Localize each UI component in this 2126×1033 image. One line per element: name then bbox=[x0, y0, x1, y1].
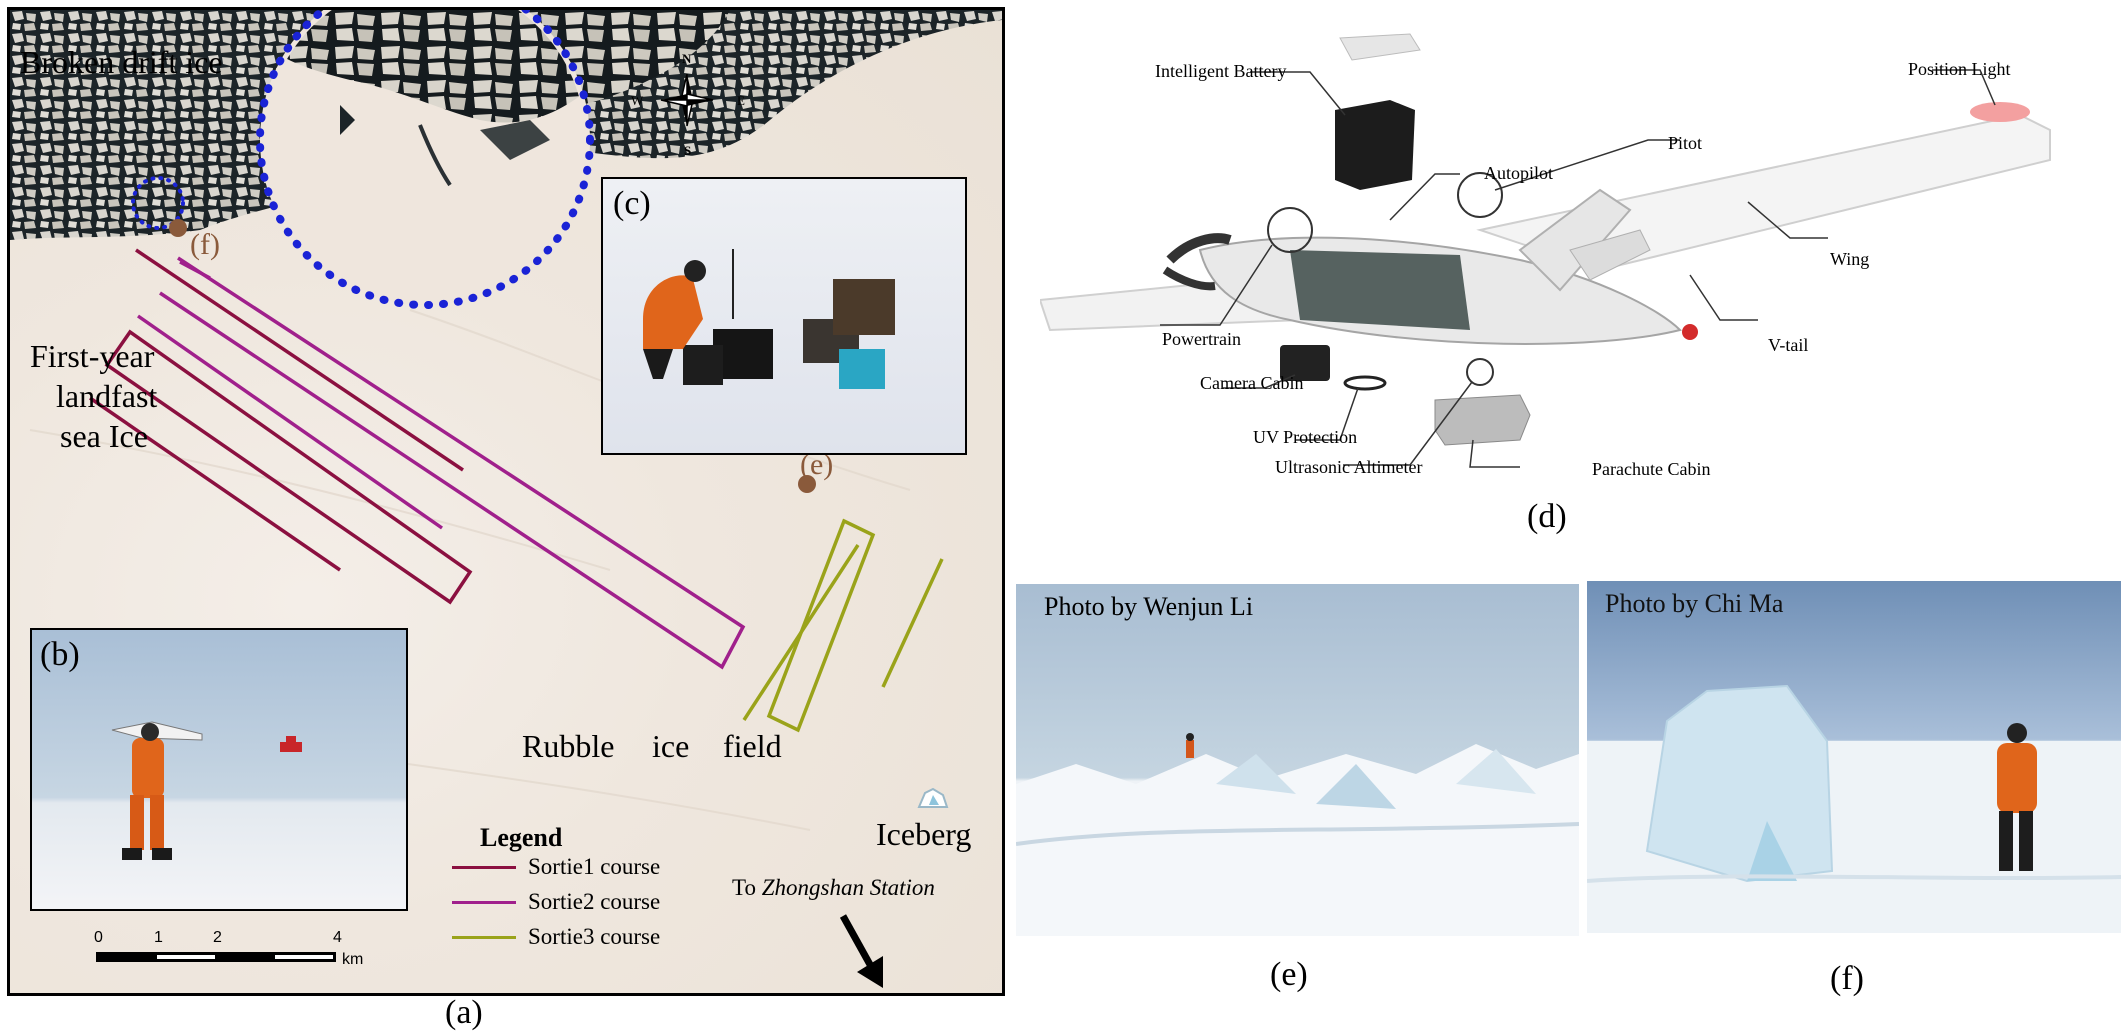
uav-label-ultrasonic-altimeter: Ultrasonic Altimeter bbox=[1275, 457, 1423, 477]
legend-label-sortie2: Sortie2 course bbox=[528, 889, 661, 914]
label-ice: ice bbox=[652, 728, 690, 764]
uav-exploded-view bbox=[1040, 33, 2051, 468]
label-iceberg: Iceberg bbox=[876, 816, 972, 852]
scale-tick-0: 0 bbox=[94, 929, 103, 946]
scale-tick-1: 1 bbox=[154, 929, 163, 946]
scale-bar bbox=[96, 952, 336, 962]
panel-label-b: (b) bbox=[40, 636, 80, 673]
photo-b-scene bbox=[111, 721, 302, 860]
sortie1-course bbox=[89, 248, 473, 605]
sortie2-course bbox=[136, 256, 746, 670]
map-panel: Broken drift ice N S W E bbox=[7, 7, 1005, 996]
legend-label-sortie3: Sortie3 course bbox=[528, 924, 661, 949]
compass-e: E bbox=[737, 93, 745, 108]
panel-label-a: (a) bbox=[445, 994, 483, 1031]
label-broken-drift-ice: Broken drift ice bbox=[20, 44, 223, 80]
legend-label-sortie1: Sortie1 course bbox=[528, 854, 661, 879]
label-rubble: Rubble bbox=[522, 728, 615, 764]
uav-label-pitot: Pitot bbox=[1668, 133, 1703, 153]
label-to-station: To Zhongshan Station bbox=[732, 876, 935, 899]
uav-label-uv-protection: UV Protection bbox=[1253, 427, 1358, 447]
uav-label-v-tail: V-tail bbox=[1768, 335, 1809, 355]
label-field: field bbox=[723, 728, 782, 764]
iceberg-icon bbox=[917, 787, 949, 808]
site-markers bbox=[169, 219, 816, 493]
scale-unit: km bbox=[342, 951, 364, 968]
zoom-circle-small bbox=[131, 176, 185, 230]
inset-photo-b: (b) bbox=[30, 628, 408, 911]
legend-swatch-sortie3 bbox=[452, 936, 516, 939]
position-light-icon bbox=[1970, 102, 2030, 122]
panel-label-d: (d) bbox=[1527, 498, 1567, 535]
label-first-year: First-year bbox=[30, 338, 155, 374]
arrow-down-right-icon bbox=[839, 914, 883, 988]
uav-label-intelligent-battery: Intelligent Battery bbox=[1155, 61, 1287, 81]
uav-label-parachute-cabin: Parachute Cabin bbox=[1592, 459, 1711, 479]
highlight-circles bbox=[131, 10, 594, 309]
compass-n: N bbox=[682, 51, 692, 66]
uav-label-wing: Wing bbox=[1830, 249, 1870, 269]
legend-swatch-sortie1 bbox=[452, 866, 516, 869]
photo-f: Photo by Chi Ma bbox=[1587, 581, 2121, 933]
marker-f bbox=[169, 219, 187, 237]
label-landfast: landfast bbox=[56, 378, 158, 414]
sortie3-course bbox=[742, 518, 944, 733]
uav-label-camera-cabin: Camera Cabin bbox=[1200, 373, 1304, 393]
uav-label-powertrain: Powertrain bbox=[1162, 329, 1241, 349]
compass-s: S bbox=[684, 143, 692, 158]
photo-e: Photo by Wenjun Li bbox=[1016, 584, 1579, 936]
legend-swatch-sortie2 bbox=[452, 901, 516, 904]
compass-rose-icon bbox=[660, 73, 714, 127]
uav-label-position-light: Position Light bbox=[1908, 59, 2011, 79]
sortie-courses bbox=[89, 248, 944, 733]
to-station-prefix: To bbox=[732, 875, 756, 900]
panel-label-f: (f) bbox=[1830, 960, 1864, 997]
photo-c-scene bbox=[643, 249, 895, 389]
inset-photo-c: (c) bbox=[601, 177, 967, 455]
panel-label-c: (c) bbox=[613, 185, 651, 222]
scale-tick-2: 2 bbox=[213, 929, 222, 946]
scale-tick-4: 4 bbox=[333, 929, 342, 946]
label-sea-ice: sea Ice bbox=[60, 418, 148, 454]
photo-f-scene bbox=[1587, 684, 2121, 933]
photo-e-scene bbox=[1016, 733, 1579, 936]
compass-w: W bbox=[631, 93, 644, 108]
to-station-name: Zhongshan Station bbox=[761, 875, 935, 900]
marker-f-label: (f) bbox=[190, 228, 220, 261]
photo-f-credit: Photo by Chi Ma bbox=[1605, 589, 1784, 618]
marker-e bbox=[798, 475, 816, 493]
panel-label-e: (e) bbox=[1270, 956, 1308, 993]
legend-title: Legend bbox=[480, 823, 563, 852]
uav-label-autopilot: Autopilot bbox=[1484, 163, 1554, 183]
photo-e-credit: Photo by Wenjun Li bbox=[1044, 592, 1254, 621]
